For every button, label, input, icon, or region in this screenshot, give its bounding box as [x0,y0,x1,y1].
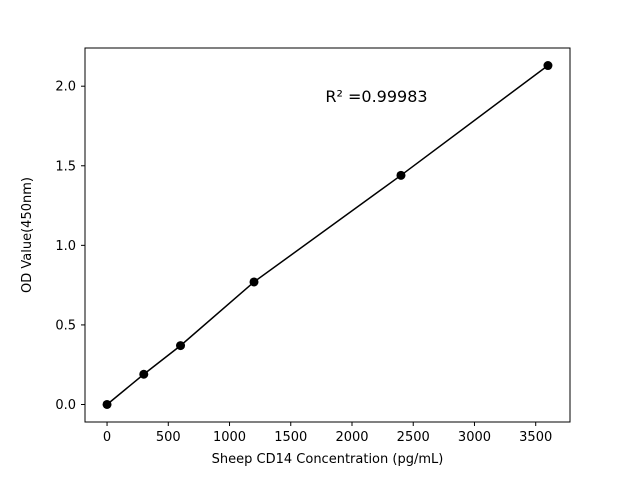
y-axis-label: OD Value(450nm) [20,177,35,293]
data-point [139,369,149,379]
y-tick-label: 0.0 [55,398,76,413]
y-tick-label: 0.5 [55,318,76,333]
y-tick-label: 2.0 [55,80,76,95]
x-tick-label: 3000 [458,430,491,445]
y-tick-label: 1.5 [55,159,76,174]
x-tick-label: 3500 [519,430,552,445]
data-point [543,61,553,71]
data-point [396,170,406,180]
data-point [249,277,259,287]
y-tick-label: 1.0 [55,239,76,254]
x-tick-label: 1000 [213,430,246,445]
x-tick-label: 500 [156,430,181,445]
annotation-r-squared: R² =0.99983 [325,87,427,106]
x-tick-label: 1500 [274,430,307,445]
x-axis-label: Sheep CD14 Concentration (pg/mL) [212,452,444,467]
data-point [102,399,112,409]
data-point [176,341,186,351]
x-tick-label: 0 [103,430,111,445]
fit-line [106,64,549,406]
axes-frame [84,47,571,423]
x-tick-label: 2000 [335,430,368,445]
x-tick-label: 2500 [397,430,430,445]
